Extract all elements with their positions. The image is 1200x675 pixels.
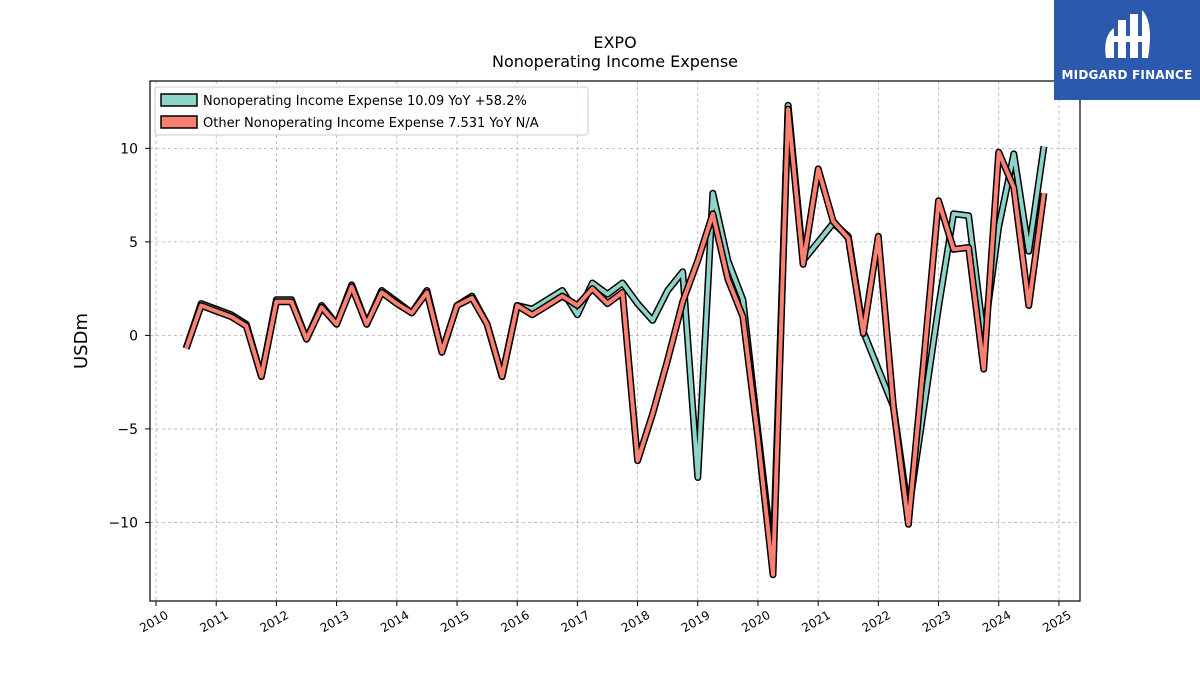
x-tick-label: 2021: [799, 608, 832, 635]
y-tick-label: 0: [129, 328, 138, 344]
series-lines: [182, 101, 1048, 579]
y-tick-label: 5: [129, 235, 138, 251]
x-tick-label: 2017: [559, 608, 592, 635]
x-tick-label: 2016: [498, 608, 531, 635]
x-tick-label: 2011: [197, 608, 230, 635]
chart-title: EXPO: [593, 33, 636, 52]
plot-frame: [149, 80, 1081, 602]
legend-swatch-1: [160, 115, 198, 129]
series-outline-1: [182, 105, 1048, 579]
legend-label-0: Nonoperating Income Expense 10.09 YoY +5…: [203, 94, 527, 109]
series-line-0: [184, 103, 1046, 562]
x-tick-label: 2024: [980, 608, 1013, 635]
y-axis-label: USDm: [71, 313, 92, 369]
x-tick-label: 2018: [619, 608, 652, 635]
y-tick-label: 10: [120, 141, 138, 157]
x-tick-label: 2014: [378, 608, 411, 635]
x-tick-label: 2025: [1040, 608, 1073, 635]
series-outline-0: [182, 101, 1048, 564]
legend-label-1: Other Nonoperating Income Expense 7.531 …: [203, 116, 539, 131]
logo-mark-icon: [1105, 10, 1150, 58]
x-tick-label: 2022: [860, 608, 893, 635]
brand-name: MIDGARD FINANCE: [1061, 68, 1193, 82]
x-tick-label: 2013: [318, 608, 351, 635]
series-line-1: [184, 107, 1046, 577]
legend-swatch-0: [160, 93, 198, 107]
x-tick-label: 2023: [920, 608, 953, 635]
x-tick-label: 2010: [137, 608, 170, 635]
y-tick-label: −10: [108, 515, 138, 531]
legend: Nonoperating Income Expense 10.09 YoY +5…: [154, 86, 589, 136]
legend-box: [154, 86, 589, 136]
grid: [150, 81, 1080, 601]
y-tick-label: −5: [117, 422, 138, 438]
x-tick-label: 2019: [679, 608, 712, 635]
x-tick-label: 2020: [739, 608, 772, 635]
x-tick-label: 2015: [438, 608, 471, 635]
brand-logo: MIDGARD FINANCE: [1054, 0, 1200, 100]
x-tick-label: 2012: [258, 608, 291, 635]
chart-subtitle: Nonoperating Income Expense: [492, 52, 738, 71]
